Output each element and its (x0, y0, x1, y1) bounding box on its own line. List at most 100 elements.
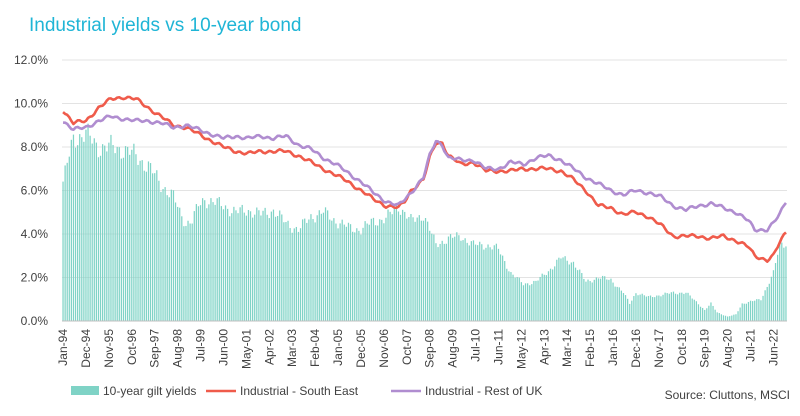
bar (670, 292, 672, 321)
bar (114, 153, 116, 321)
bar (106, 151, 108, 321)
x-tick-label: Jun-22 (767, 329, 781, 366)
bar (658, 295, 660, 321)
x-tick-label: Jul-10 (469, 329, 483, 362)
bar (479, 241, 481, 321)
bar (531, 284, 533, 321)
bar (681, 292, 683, 321)
bar (629, 303, 631, 321)
bar (449, 234, 452, 321)
bar (712, 305, 714, 321)
bar (195, 204, 197, 321)
bar (441, 240, 443, 321)
bar (327, 210, 329, 321)
bar (443, 243, 445, 321)
bar (272, 209, 275, 321)
bar (249, 211, 252, 321)
bar (110, 134, 112, 321)
bar (462, 240, 464, 321)
bar (333, 218, 335, 321)
bar (497, 248, 500, 321)
bar (641, 293, 643, 321)
bar (652, 297, 654, 321)
bar (289, 228, 291, 321)
x-tick-label: May-12 (514, 329, 528, 369)
source-note: Source: Cluttons, MSCI (665, 388, 790, 402)
bar (141, 160, 143, 321)
bar (608, 279, 610, 321)
bar (499, 254, 502, 321)
bar (364, 221, 366, 321)
bar (785, 246, 787, 321)
bar (372, 217, 375, 321)
bar (152, 173, 154, 321)
bar (570, 262, 572, 321)
bar (454, 236, 456, 321)
bar (224, 205, 227, 321)
bar (366, 223, 368, 321)
bar (693, 299, 695, 321)
bar (362, 227, 364, 321)
bar (660, 296, 662, 321)
bar (104, 145, 106, 321)
bar (245, 215, 247, 321)
bar (558, 257, 560, 321)
bar (79, 134, 81, 321)
bar (183, 226, 185, 321)
bar (562, 257, 564, 321)
bar (206, 208, 208, 321)
x-tick-label: Feb-04 (308, 329, 322, 367)
bar (124, 146, 127, 321)
bar (233, 206, 235, 321)
bar (172, 190, 175, 321)
bar (193, 211, 195, 321)
bar (579, 269, 581, 321)
bar (295, 226, 297, 321)
bar (574, 267, 577, 321)
bar (689, 295, 691, 321)
bar (552, 269, 554, 321)
bar (335, 223, 337, 321)
bar (731, 315, 733, 321)
x-tick-label: Jun-00 (217, 329, 231, 366)
bar (643, 295, 645, 321)
bar (139, 160, 141, 321)
bar (308, 219, 310, 321)
bar (164, 187, 166, 321)
bar (306, 222, 308, 321)
bar (549, 268, 552, 321)
bar (158, 180, 160, 321)
bar (783, 247, 785, 321)
x-tick-label: Dec-16 (629, 329, 643, 368)
bar (347, 222, 350, 321)
bar (587, 279, 589, 321)
bar (529, 285, 531, 321)
bar (197, 206, 200, 321)
bar (162, 189, 164, 321)
bar (179, 207, 181, 321)
bar (510, 272, 512, 321)
bar (91, 143, 93, 321)
bar (314, 222, 316, 321)
bar (345, 226, 347, 321)
bar (624, 295, 627, 321)
bar (202, 198, 204, 321)
bar (304, 218, 306, 321)
bar (381, 219, 383, 321)
bar (645, 296, 647, 321)
bar (312, 219, 314, 321)
bar (647, 296, 650, 321)
bar (699, 306, 702, 321)
bar (702, 307, 704, 321)
bar (679, 292, 681, 321)
bar (691, 298, 693, 321)
bar (708, 305, 710, 321)
x-tick-label: Aug-20 (721, 329, 735, 368)
bar (514, 277, 516, 321)
bar (581, 273, 583, 321)
bar (177, 206, 179, 321)
bar (616, 286, 618, 321)
bar (724, 315, 727, 321)
bar (537, 280, 539, 321)
